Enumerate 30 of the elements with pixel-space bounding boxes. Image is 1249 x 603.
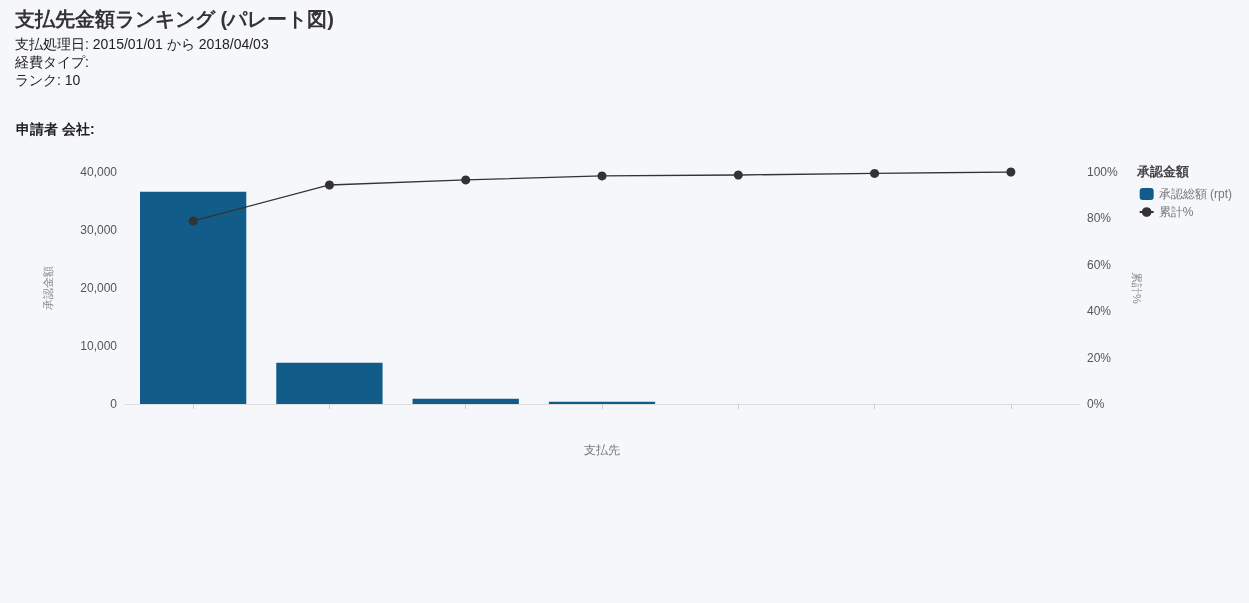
chart-subtitle: 支払処理日: 2015/01/01 から 2018/04/03 経費タイプ: ランク: 10	[14, 36, 269, 88]
y-tick-label: 0	[110, 397, 118, 411]
chart-title: 支払先金額ランキング (パレート図)	[14, 8, 334, 30]
y2-tick-label: 60%	[1087, 257, 1112, 272]
point	[597, 171, 607, 181]
bar	[139, 191, 247, 404]
y2-tick-label: 100%	[1087, 165, 1119, 179]
bar	[276, 362, 383, 404]
point	[324, 180, 334, 190]
point	[870, 168, 880, 178]
y2-tick-label: 80%	[1087, 211, 1112, 226]
x-axis-title: 支払先	[584, 443, 620, 457]
point	[733, 170, 743, 180]
y2-tick-label: 40%	[1087, 304, 1112, 319]
bar	[412, 398, 519, 404]
y-tick-label: 20,000	[80, 281, 118, 295]
y2-axis-title: 累計%	[1130, 272, 1143, 305]
y-tick-label: 40,000	[80, 165, 118, 179]
point	[461, 175, 471, 185]
point	[188, 216, 198, 226]
y-tick-label: 10,000	[80, 339, 118, 353]
y2-tick-label: 20%	[1087, 350, 1112, 365]
legend-label: 承認総額 (rpt)	[1158, 187, 1233, 201]
point	[1006, 167, 1016, 177]
legend-label: 累計%	[1158, 205, 1194, 219]
y-tick-label: 30,000	[80, 223, 118, 237]
y2-tick-label: 0%	[1087, 397, 1105, 411]
text: 申請者 会社:	[16, 121, 95, 137]
legend-title: 承認金額	[1136, 164, 1189, 179]
y-axis-title: 承認金額	[41, 266, 54, 310]
